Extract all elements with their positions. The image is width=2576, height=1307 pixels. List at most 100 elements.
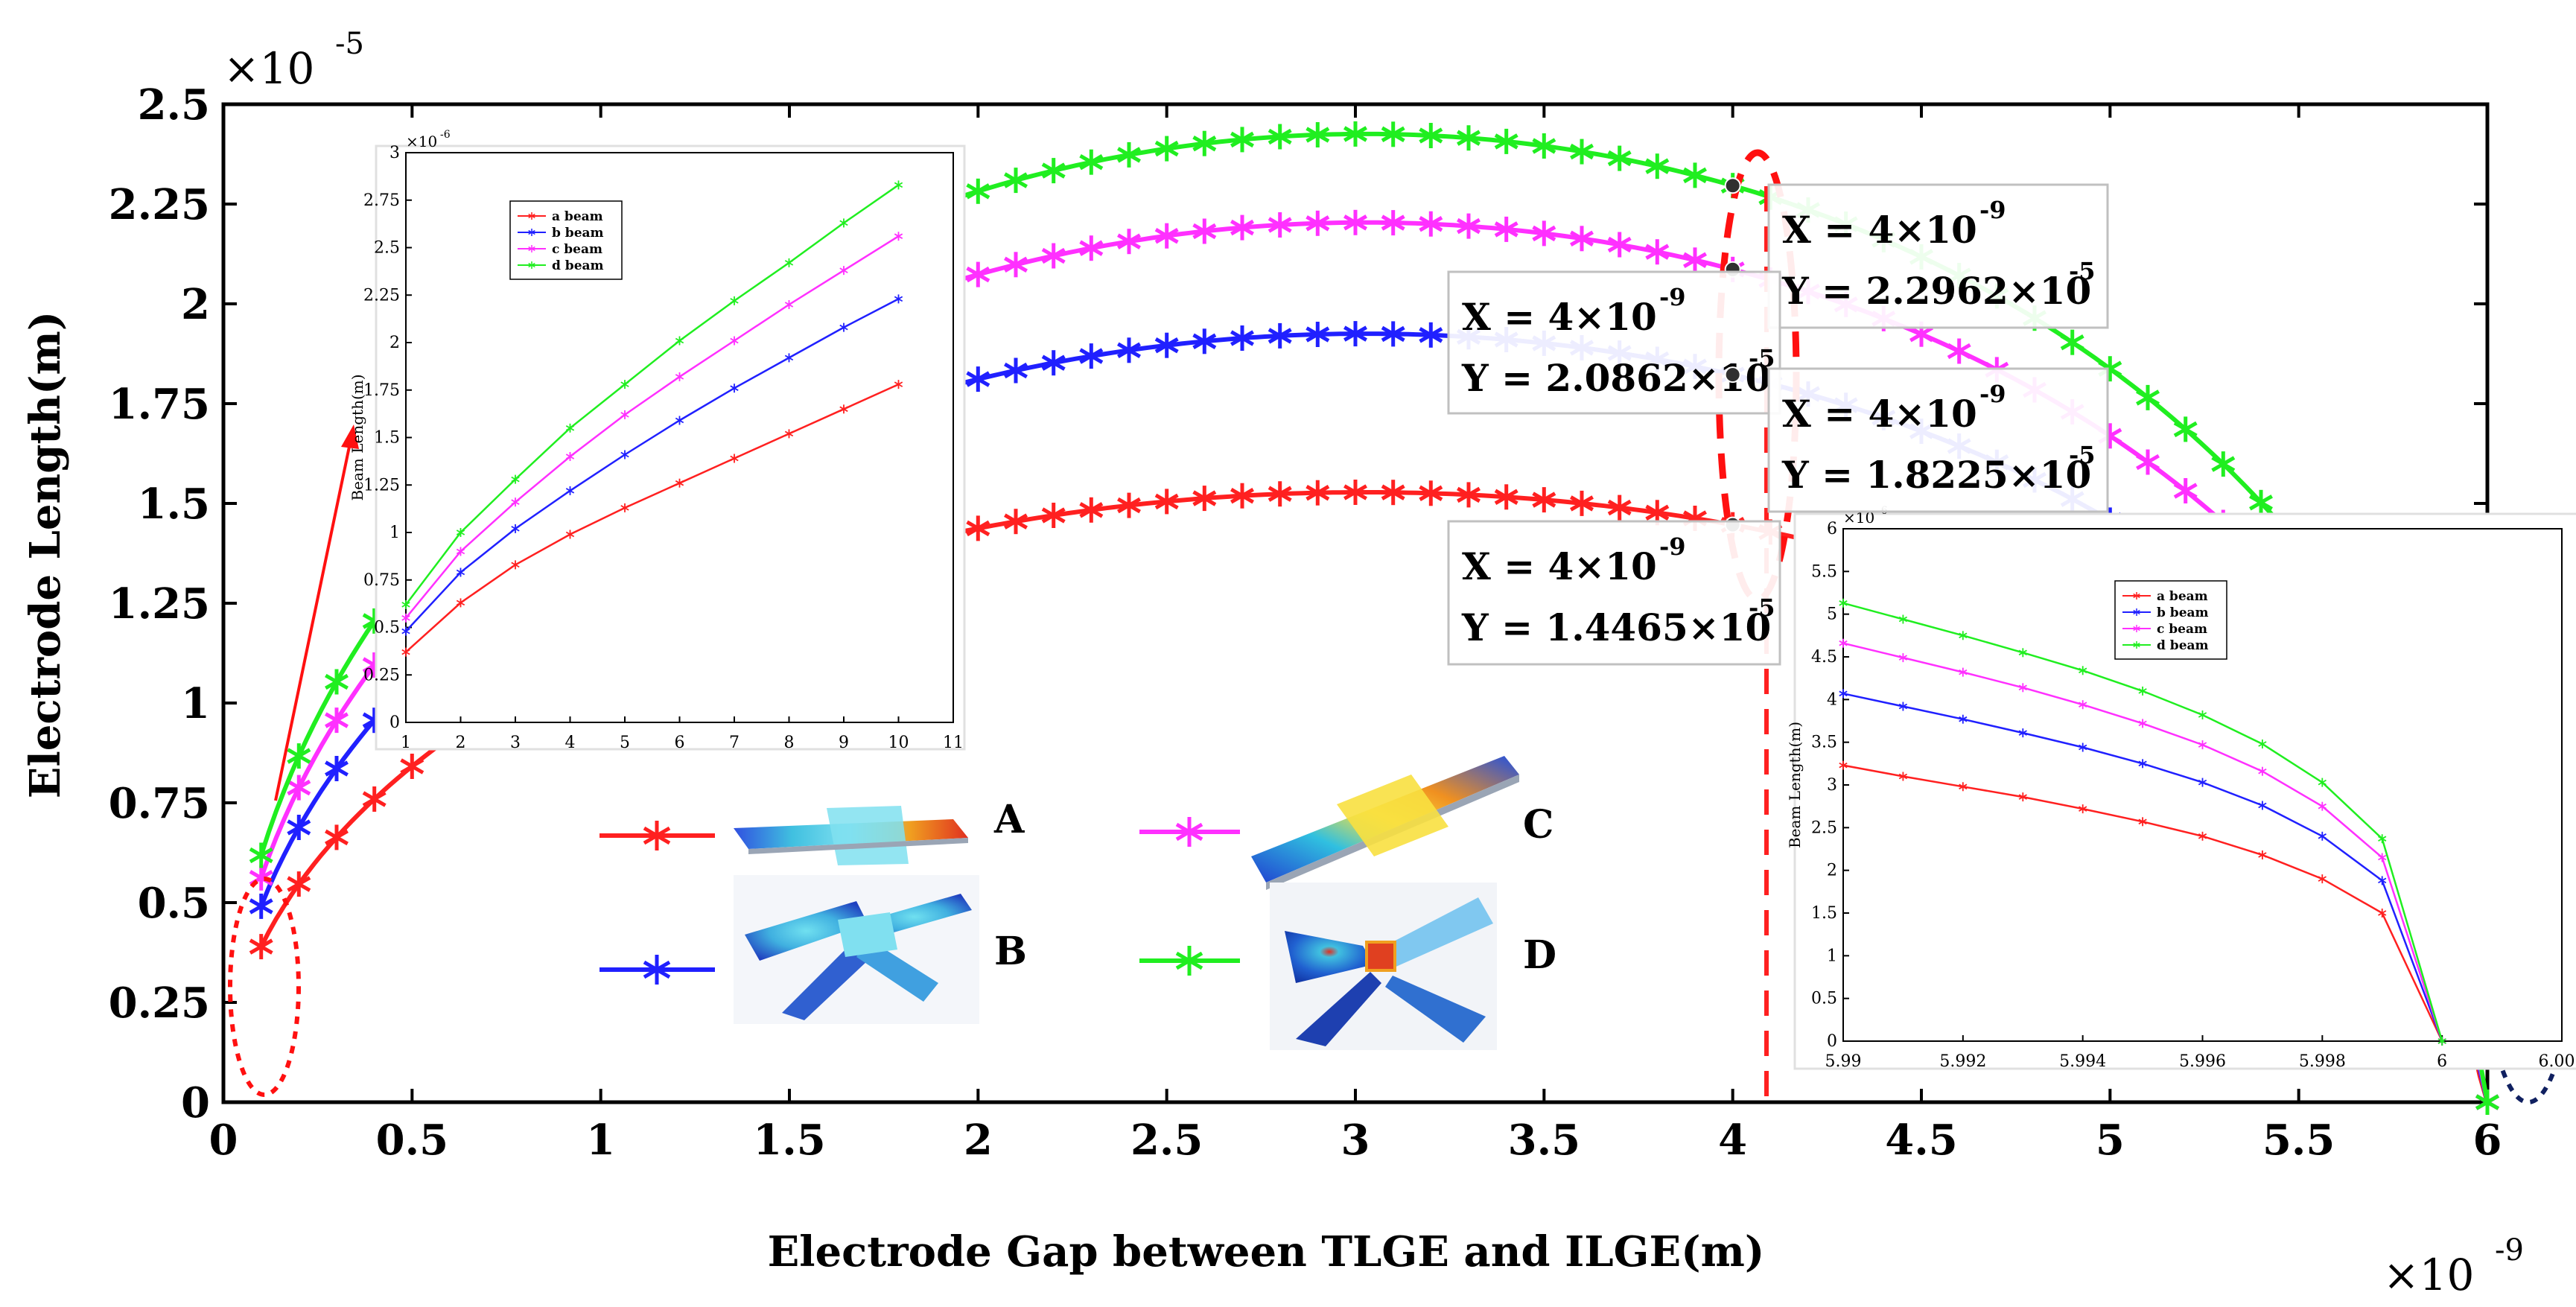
inset-y-tick-label: 0 [389, 713, 400, 732]
inset-x-tick-label: 7 [729, 734, 740, 752]
datatip-c: X = 4×10 -9Y = 2.0862×10-5 [1447, 270, 1781, 415]
inset-y-axis-label: Beam Length(m) [349, 374, 366, 500]
datatip-y-power: -5 [2069, 441, 2096, 469]
inset-y-tick-label: 2.5 [1811, 818, 1837, 837]
series-marker-c [1192, 218, 1217, 244]
svg-text:×10: ×10 [2383, 1250, 2474, 1300]
datatip-point [1724, 366, 1741, 384]
series-marker-d [2249, 489, 2273, 515]
inset-series-marker [620, 380, 629, 389]
highlight-ellipse-left [228, 877, 301, 1097]
inset-series-marker [2138, 759, 2147, 769]
inset-series-line [405, 383, 900, 653]
series-marker-d [1457, 125, 1481, 151]
inset-series-marker [675, 416, 684, 425]
inset-series-marker [784, 429, 794, 439]
inset-series-marker [511, 560, 520, 570]
datatip-box [1447, 270, 1781, 415]
inset-series-marker [565, 452, 575, 461]
datatip-point [1724, 177, 1741, 194]
inset-series-marker [784, 258, 794, 267]
x-tick-label: 2.5 [1130, 1116, 1203, 1165]
inset-series-marker [894, 180, 903, 190]
x-tick-label: 2 [964, 1116, 993, 1165]
inset-series-marker [2258, 740, 2267, 748]
inset-series-marker [839, 218, 848, 228]
series-marker-d [287, 743, 311, 769]
datatip-a: X = 4×10 -9 Y = 1.4465×10-5 [1447, 520, 1781, 666]
inset-y-tick-label: 2.5 [374, 239, 400, 258]
x-tick-label: 1 [586, 1116, 615, 1165]
series-marker-b [1004, 357, 1028, 384]
device-image-d [1270, 883, 1497, 1050]
series-marker-a [1570, 490, 1594, 516]
y-tick-label: 0 [181, 1078, 210, 1128]
series-marker-b [249, 893, 273, 919]
inset-series-marker [1839, 638, 1848, 648]
series-marker-b [1230, 325, 1254, 351]
series-marker-c [966, 261, 990, 287]
series-marker-a [1041, 503, 1066, 528]
inset-x-tick-label: 11 [943, 734, 964, 752]
inset-y-tick-label: 5.5 [1811, 562, 1837, 581]
inset-legend-label: b beam [2157, 605, 2209, 620]
inset-series-marker [2018, 683, 2027, 693]
inset-series-marker [894, 380, 903, 389]
inset-x-tick-label: 4 [565, 734, 576, 752]
series-marker-d [1268, 124, 1292, 150]
inset-series-line [405, 235, 900, 619]
inset-y-tick-label: 1.5 [374, 429, 400, 448]
inset-series-marker [456, 547, 465, 556]
datatip-y-power: -5 [2069, 257, 2096, 285]
series-marker-b [1041, 350, 1066, 376]
inset-series-marker [2079, 804, 2087, 814]
series-marker-b [1154, 332, 1179, 358]
inset-y-exponent-power: -6 [440, 129, 451, 141]
inset-series-marker [511, 497, 520, 507]
inset-y-tick-label: 1.5 [1811, 904, 1837, 923]
inset-series-marker [620, 410, 629, 419]
series-marker-a [1494, 484, 1518, 510]
inset-x-tick-label: 5.992 [1939, 1052, 1986, 1071]
series-marker-b [1306, 322, 1330, 347]
x-tick-label: 0 [209, 1116, 238, 1165]
x-tick-label: 4.5 [1885, 1116, 1957, 1165]
datatip-y-value: Y = 1.4465×10 [1461, 605, 1771, 649]
series-marker-c [1306, 210, 1330, 236]
datatip-d: X = 4×10 -9 Y = 2.2962×10-5 [1767, 183, 2109, 329]
series-marker-c [1607, 232, 1632, 258]
inset-series-marker [675, 372, 684, 381]
series-marker-c [1041, 243, 1066, 269]
series-marker-a [1079, 497, 1104, 523]
inset-series-marker [2378, 876, 2387, 885]
inset-y-tick-label: 2 [389, 334, 400, 352]
series-marker-c [2136, 449, 2160, 475]
inset-series-marker [2018, 648, 2027, 658]
inset-series-marker [2318, 874, 2327, 884]
series-marker-c [1117, 229, 1141, 255]
inset-y-tick-label: 2 [1827, 862, 1837, 880]
series-marker-b [1117, 337, 1141, 363]
inset-series-marker [2198, 740, 2207, 750]
y-axis-label: Electrode Length(m) [21, 311, 70, 798]
inset-y-tick-label: 1.25 [363, 476, 400, 495]
inset-series-marker [2018, 728, 2027, 738]
datatip-y-value: Y = 2.0862×10 [1461, 356, 1771, 400]
inset-series-line [405, 184, 900, 605]
inset-legend-marker [528, 245, 535, 252]
series-marker-d [1645, 153, 1670, 179]
inset-series-marker [2318, 777, 2327, 787]
x-tick-label: 6 [2473, 1116, 2502, 1165]
series-marker-b [325, 756, 349, 781]
datatip-y-value: Y = 2.2962×10 [1781, 269, 2091, 313]
datatip-x-value: X = 4×10 [1782, 208, 1977, 252]
inset-series-marker [839, 404, 848, 414]
y-tick-label: 1.25 [109, 579, 210, 629]
inset-series-marker [2138, 719, 2147, 728]
series-marker-a [1419, 480, 1443, 506]
datatip-x-power: -9 [1659, 283, 1686, 311]
datatip-x-power: -9 [1659, 532, 1686, 561]
inset-y-tick-label: 5 [1827, 605, 1837, 624]
inset-series-marker [1959, 714, 1968, 724]
